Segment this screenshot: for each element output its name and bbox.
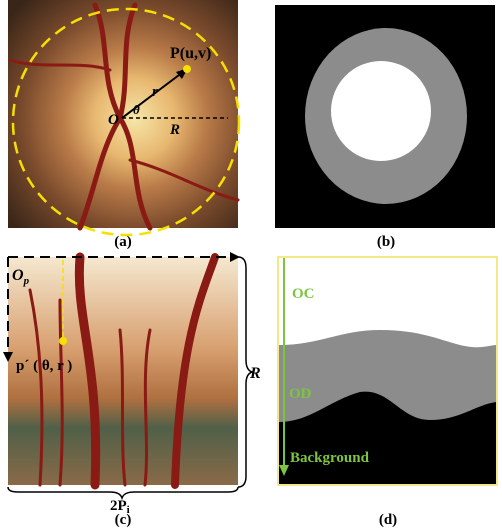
- caption: (b): [377, 234, 395, 250]
- panel-b: (b): [275, 5, 495, 250]
- disc-label: OD: [289, 386, 312, 402]
- angle-label: θ: [133, 102, 140, 117]
- point-marker: [59, 337, 67, 345]
- point-label: p´ ( θ, r ): [16, 358, 72, 374]
- extent-label: R: [169, 122, 180, 138]
- point-label: P(u,v): [170, 45, 211, 62]
- radius-label: r: [152, 84, 158, 100]
- caption: (d): [379, 512, 397, 528]
- panel-d: OC OD Background (d): [278, 257, 497, 528]
- panel-c: Op p´ ( θ, r ) R 2Pi (c): [3, 252, 261, 528]
- cup-label: OC: [292, 286, 315, 302]
- caption: (c): [115, 512, 132, 528]
- origin-label: O: [108, 112, 119, 128]
- height-label: R: [249, 365, 261, 382]
- caption: (a): [114, 234, 132, 250]
- cup: [331, 61, 431, 161]
- figure: P(u,v) r θ O R (a) (b) Op p´ ( θ, r: [0, 0, 502, 529]
- width-brace: [8, 487, 238, 498]
- background-label: Background: [290, 450, 370, 466]
- point-marker: [183, 65, 191, 73]
- panel-a: P(u,v) r θ O R (a): [8, 0, 239, 250]
